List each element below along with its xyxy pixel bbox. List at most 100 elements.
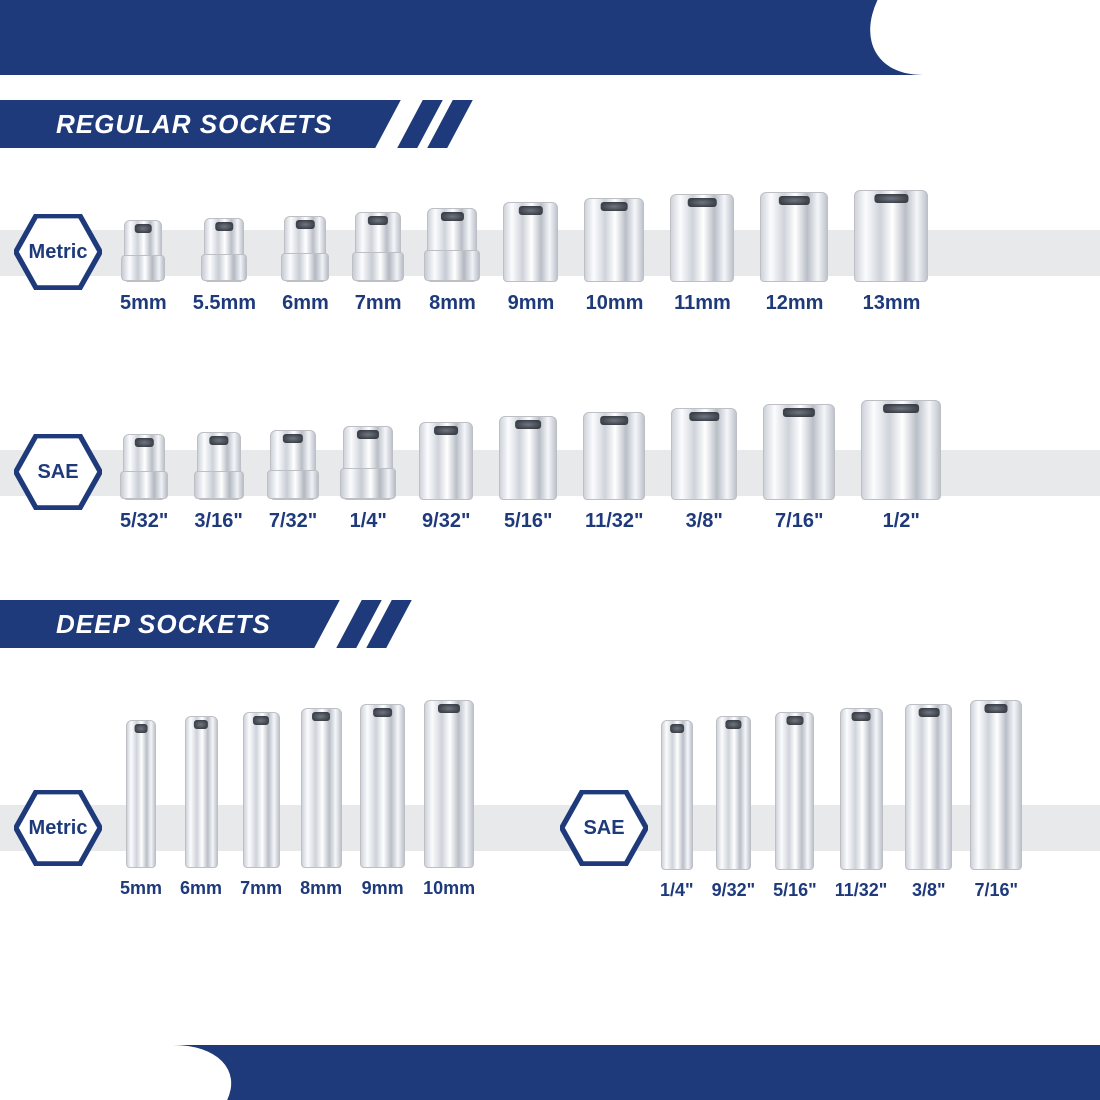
socket-item: 6mm bbox=[180, 716, 222, 899]
deep-socket bbox=[970, 700, 1022, 870]
row-regular-sae: 5/32"3/16"7/32"1/4"9/32"5/16"11/32"3/8"7… bbox=[120, 400, 941, 533]
regular-socket bbox=[197, 432, 241, 500]
socket-label: 7mm bbox=[355, 292, 402, 315]
deep-socket bbox=[661, 720, 693, 870]
socket-item: 7mm bbox=[240, 712, 282, 899]
socket-item: 1/4" bbox=[343, 426, 393, 533]
regular-socket bbox=[583, 412, 645, 500]
socket-item: 1/4" bbox=[660, 720, 694, 901]
regular-socket bbox=[124, 220, 162, 282]
badge-sae-label: SAE bbox=[37, 461, 78, 484]
socket-label: 11mm bbox=[674, 292, 731, 315]
badge-sae-deep-label: SAE bbox=[583, 817, 624, 840]
socket-label: 8mm bbox=[429, 292, 476, 315]
socket-label: 5/16" bbox=[773, 880, 817, 901]
socket-label: 5mm bbox=[120, 878, 162, 899]
socket-item: 5mm bbox=[120, 220, 167, 315]
socket-item: 8mm bbox=[427, 208, 477, 315]
socket-label: 9/32" bbox=[712, 880, 756, 901]
socket-label: 7/16" bbox=[975, 880, 1019, 901]
socket-label: 10mm bbox=[423, 878, 475, 899]
regular-socket bbox=[427, 208, 477, 282]
socket-item: 11/32" bbox=[835, 708, 888, 901]
socket-item: 7/16" bbox=[763, 404, 835, 533]
deep-socket bbox=[905, 704, 952, 870]
socket-label: 11/32" bbox=[585, 510, 643, 533]
deep-socket bbox=[243, 712, 280, 868]
regular-socket bbox=[499, 416, 557, 500]
badge-metric-label: Metric bbox=[29, 241, 88, 264]
regular-socket bbox=[123, 434, 165, 500]
regular-socket bbox=[760, 192, 828, 282]
socket-item: 9mm bbox=[360, 704, 405, 899]
socket-item: 7/16" bbox=[970, 700, 1022, 901]
socket-item: 11mm bbox=[670, 194, 734, 315]
deep-socket bbox=[775, 712, 814, 870]
socket-label: 6mm bbox=[282, 292, 329, 315]
heading-deep-text: DEEP SOCKETS bbox=[56, 609, 271, 639]
deep-socket bbox=[716, 716, 751, 870]
socket-item: 9/32" bbox=[419, 422, 473, 533]
badge-sae-deep: SAE bbox=[560, 790, 648, 866]
badge-metric-regular: Metric bbox=[14, 214, 102, 290]
socket-label: 5.5mm bbox=[193, 292, 256, 315]
regular-socket bbox=[861, 400, 941, 500]
socket-label: 13mm bbox=[863, 292, 921, 315]
regular-socket bbox=[270, 430, 316, 500]
bottom-band bbox=[0, 1045, 1100, 1100]
socket-item: 3/8" bbox=[905, 704, 952, 901]
regular-socket bbox=[671, 408, 737, 500]
heading-deep: DEEP SOCKETS bbox=[0, 600, 399, 648]
socket-label: 7/16" bbox=[775, 510, 823, 533]
socket-label: 6mm bbox=[180, 878, 222, 899]
regular-socket bbox=[503, 202, 558, 282]
socket-item: 5/16" bbox=[499, 416, 557, 533]
regular-socket bbox=[670, 194, 734, 282]
row-regular-metric: 5mm 5.5mm 6mm 7mm 8mm 9mm 10mm 11mm 12mm 13mm bbox=[120, 190, 928, 315]
socket-label: 1/4" bbox=[350, 510, 387, 533]
deep-socket bbox=[126, 720, 156, 868]
regular-socket bbox=[204, 218, 244, 282]
deep-socket bbox=[185, 716, 218, 868]
socket-label: 3/16" bbox=[194, 510, 242, 533]
socket-item: 5.5mm bbox=[193, 218, 256, 315]
socket-label: 9mm bbox=[508, 292, 555, 315]
socket-item: 10mm bbox=[423, 700, 475, 899]
regular-socket bbox=[343, 426, 393, 500]
socket-label: 7mm bbox=[240, 878, 282, 899]
deep-socket bbox=[424, 700, 474, 868]
socket-label: 7/32" bbox=[269, 510, 317, 533]
socket-label: 1/4" bbox=[660, 880, 694, 901]
socket-item: 7mm bbox=[355, 212, 402, 315]
socket-label: 8mm bbox=[300, 878, 342, 899]
regular-socket bbox=[355, 212, 401, 282]
socket-item: 12mm bbox=[760, 192, 828, 315]
regular-socket bbox=[584, 198, 644, 282]
socket-item: 9mm bbox=[503, 202, 558, 315]
row-deep-metric: 5mm 6mm 7mm 8mm 9mm 10mm bbox=[120, 700, 475, 899]
socket-item: 6mm bbox=[282, 216, 329, 315]
heading-regular-text: REGULAR SOCKETS bbox=[56, 109, 332, 139]
socket-item: 11/32" bbox=[583, 412, 645, 533]
socket-item: 5mm bbox=[120, 720, 162, 899]
regular-socket bbox=[284, 216, 326, 282]
socket-label: 10mm bbox=[586, 292, 644, 315]
socket-label: 1/2" bbox=[883, 510, 920, 533]
socket-item: 13mm bbox=[854, 190, 928, 315]
socket-label: 3/8" bbox=[912, 880, 946, 901]
socket-label: 5mm bbox=[120, 292, 167, 315]
socket-label: 9/32" bbox=[422, 510, 470, 533]
badge-metric-deep: Metric bbox=[14, 790, 102, 866]
badge-metric-deep-label: Metric bbox=[29, 817, 88, 840]
socket-item: 3/8" bbox=[671, 408, 737, 533]
socket-label: 12mm bbox=[766, 292, 824, 315]
socket-label: 9mm bbox=[362, 878, 404, 899]
socket-item: 5/16" bbox=[773, 712, 817, 901]
regular-socket bbox=[419, 422, 473, 500]
badge-sae-regular: SAE bbox=[14, 434, 102, 510]
socket-item: 8mm bbox=[300, 708, 342, 899]
socket-item: 3/16" bbox=[194, 432, 242, 533]
socket-item: 1/2" bbox=[861, 400, 941, 533]
regular-socket bbox=[854, 190, 928, 282]
heading-regular: REGULAR SOCKETS bbox=[0, 100, 460, 148]
